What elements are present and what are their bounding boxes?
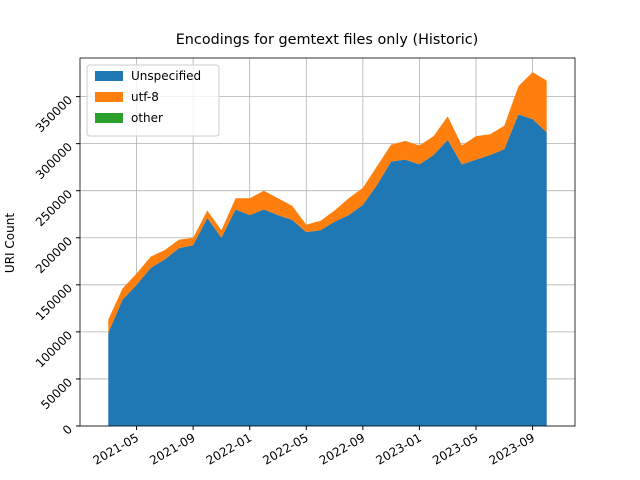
legend-swatch — [95, 71, 123, 81]
y-tick-label: 0 — [60, 422, 75, 437]
x-tick-label: 2022-09 — [317, 430, 367, 467]
legend-label: utf-8 — [131, 90, 159, 104]
x-tick-label: 2022-01 — [204, 430, 254, 467]
legend-swatch — [95, 92, 123, 102]
y-axis-label: URI Count — [3, 213, 17, 273]
y-tick-label: 100000 — [33, 328, 75, 370]
legend-swatch — [95, 113, 123, 123]
y-tick-label: 200000 — [33, 234, 75, 276]
x-tick-label: 2021-09 — [147, 430, 197, 467]
y-tick-label: 250000 — [33, 187, 75, 229]
y-tick-label: 150000 — [33, 281, 75, 323]
y-tick-label: 300000 — [33, 140, 75, 182]
x-tick-label: 2022-05 — [260, 430, 310, 467]
axes-frame — [79, 57, 576, 427]
y-tick-label: 350000 — [33, 93, 75, 135]
legend-label: other — [131, 111, 163, 125]
chart-title: Encodings for gemtext files only (Histor… — [176, 32, 479, 48]
y-tick-label: 50000 — [38, 375, 75, 412]
area — [108, 114, 547, 427]
x-tick-label: 2023-05 — [430, 430, 480, 467]
x-tick-label: 2023-09 — [487, 430, 537, 467]
legend-label: Unspecified — [131, 69, 201, 83]
x-tick-label: 2023-01 — [374, 430, 424, 467]
x-tick-label: 2021-05 — [91, 430, 141, 467]
area — [108, 72, 547, 333]
